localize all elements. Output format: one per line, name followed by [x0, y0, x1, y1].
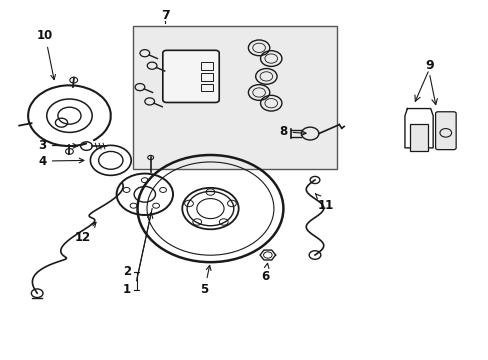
Text: 2: 2 [122, 265, 131, 278]
Bar [201, 73, 212, 81]
Text: 3: 3 [39, 139, 78, 152]
Text: 10: 10 [37, 29, 55, 80]
Bar [201, 84, 212, 91]
Text: 1: 1 [122, 283, 131, 296]
Text: 4: 4 [39, 154, 84, 167]
Text: 5: 5 [200, 265, 211, 296]
FancyBboxPatch shape [163, 50, 219, 103]
Text: 8: 8 [279, 125, 305, 138]
FancyBboxPatch shape [435, 112, 455, 150]
Bar [201, 62, 212, 70]
Text: 7: 7 [161, 9, 169, 22]
Text: 9: 9 [424, 59, 433, 72]
Text: 11: 11 [315, 194, 334, 212]
Text: 12: 12 [75, 222, 96, 244]
Text: 6: 6 [260, 264, 268, 283]
Bar [409, 123, 427, 152]
Bar [132, 26, 336, 169]
